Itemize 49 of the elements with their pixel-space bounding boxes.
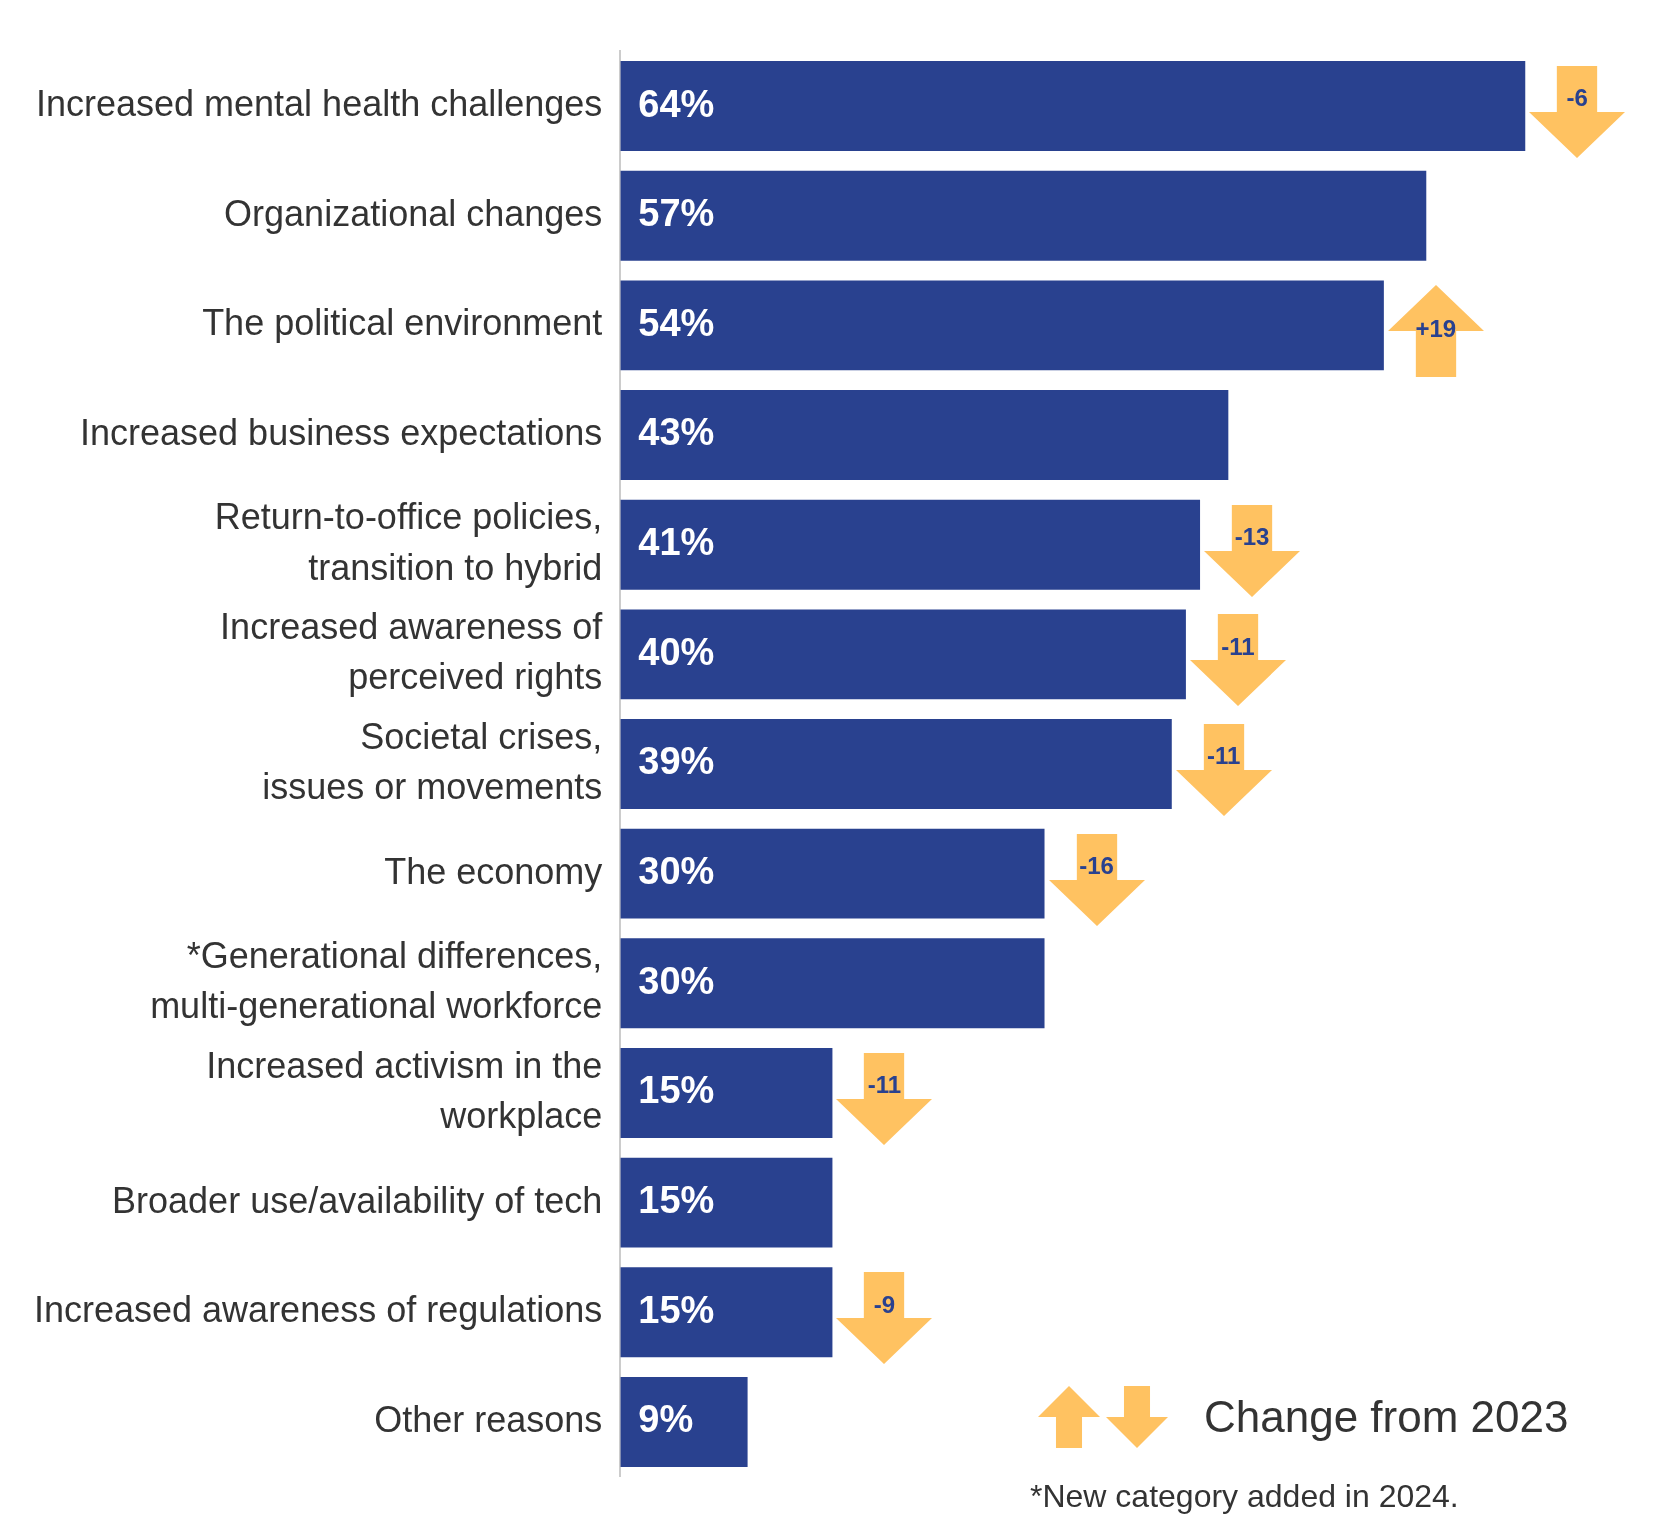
annotation: +19 <box>1414 314 1458 343</box>
data-label: 54% <box>638 301 715 344</box>
y-tick-label: Increased mental health challenges <box>35 82 603 124</box>
data-label: 40% <box>638 630 715 673</box>
y-tick-label: The economy <box>384 850 603 892</box>
y-tick-label: The political environment <box>202 302 603 344</box>
bar <box>620 1048 833 1138</box>
annotation: -11 <box>1206 742 1242 771</box>
bar <box>620 499 1201 590</box>
y-tick-label: Increased awareness of regulations <box>33 1289 603 1331</box>
y-tick-label: Broader use/availability of tech <box>112 1179 603 1221</box>
data-label: 15% <box>638 1179 715 1222</box>
annotation: -13 <box>1233 523 1271 552</box>
y-tick-label: Other reasons <box>374 1398 603 1440</box>
bar <box>620 61 1526 151</box>
annotation: Change from 2023 <box>1204 1392 1569 1442</box>
bar <box>620 719 1172 809</box>
data-label: 39% <box>638 740 715 783</box>
y-tick-label: Increased business expectations <box>80 411 603 453</box>
data-label: 57% <box>638 192 715 235</box>
data-label: 15% <box>638 1069 715 1112</box>
bar <box>620 828 1045 919</box>
bar <box>620 280 1384 371</box>
data-label: 64% <box>638 82 715 125</box>
bar <box>620 1157 833 1248</box>
annotation: -6 <box>1565 84 1589 113</box>
data-label: 30% <box>638 850 715 893</box>
y-tick-label: Organizational changes <box>224 192 603 234</box>
y-tick-label: Increased awareness of perceived rights <box>220 606 604 698</box>
bar <box>620 609 1186 700</box>
y-tick-label: Societal crises, issues or movements <box>262 715 603 808</box>
annotation: -9 <box>872 1290 897 1319</box>
data-label: 30% <box>638 959 715 1002</box>
bar <box>620 938 1045 1029</box>
bar <box>620 1267 833 1358</box>
annotation: -11 <box>1220 632 1256 661</box>
annotation: -11 <box>866 1071 903 1100</box>
data-label: 43% <box>638 411 715 454</box>
data-label: 9% <box>638 1398 694 1441</box>
data-label: 15% <box>638 1288 715 1331</box>
y-tick-label: *Generational differences, multi-generational workforce <box>150 935 603 1027</box>
bar <box>620 170 1427 261</box>
y-tick-label: Increased activism in the workplace <box>206 1044 603 1137</box>
annotation: -16 <box>1078 852 1115 881</box>
data-label: 41% <box>638 521 715 564</box>
bar <box>620 1377 748 1467</box>
text: *New category added in 2024. <box>1030 1478 1459 1515</box>
bar <box>620 390 1229 480</box>
y-tick-label: Return-to-office policies, transition to hybrid <box>214 496 603 588</box>
